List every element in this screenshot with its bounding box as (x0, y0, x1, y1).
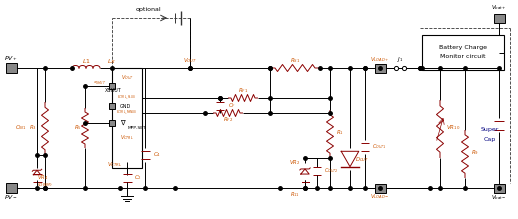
Text: $C_{IN1}$: $C_{IN1}$ (15, 124, 27, 132)
Text: $V_{bat-}$: $V_{bat-}$ (491, 194, 507, 202)
Text: Monitor circuit: Monitor circuit (440, 55, 486, 60)
Bar (109, 103, 115, 109)
Text: $C_F$: $C_F$ (228, 101, 236, 110)
Text: $V_{OUT}$: $V_{OUT}$ (183, 57, 197, 65)
Text: $VR_{10}$: $VR_{10}$ (446, 124, 461, 132)
Text: $R_1$: $R_1$ (336, 129, 344, 138)
Bar (375, 64, 385, 72)
Text: $C_4$: $C_4$ (153, 150, 161, 159)
Text: $Lx$: $Lx$ (107, 57, 117, 65)
Text: $V_{LOAD-}$: $V_{LOAD-}$ (370, 193, 390, 201)
Bar (112, 68, 142, 168)
Text: $J_1$: $J_1$ (397, 55, 404, 65)
Text: $PV_-$: $PV_-$ (4, 193, 18, 201)
Text: Super: Super (481, 127, 499, 132)
Text: $D_{OUT}$: $D_{OUT}$ (355, 155, 369, 164)
Text: $V_{OUT}$: $V_{OUT}$ (121, 74, 134, 82)
Text: $x_{SHUT}$: $x_{SHUT}$ (93, 79, 107, 87)
Bar (6, 183, 17, 193)
Text: $L1$: $L1$ (82, 57, 91, 65)
Text: GND: GND (120, 104, 131, 108)
Text: $R_5$: $R_5$ (74, 124, 82, 132)
Text: $V_{bat+}$: $V_{bat+}$ (491, 4, 507, 12)
Text: $V_{CTRL}$: $V_{CTRL}$ (120, 134, 134, 142)
Text: $C_{OUT1}$: $C_{OUT1}$ (372, 143, 386, 152)
Bar (494, 14, 505, 23)
Text: $I_{CTRL\_PLUS}$: $I_{CTRL\_PLUS}$ (118, 94, 137, 102)
Bar (494, 184, 505, 193)
Text: $R_{F1}$: $R_{F1}$ (238, 87, 248, 95)
Text: Battery Charge: Battery Charge (439, 44, 487, 49)
Text: $R_3$: $R_3$ (29, 124, 37, 132)
Text: Cap: Cap (484, 138, 496, 143)
Text: $R_9$: $R_9$ (471, 148, 479, 157)
Text: $V_{LOAD+}$: $V_{LOAD+}$ (370, 56, 390, 64)
Text: $C_{OUT2}$: $C_{OUT2}$ (324, 167, 338, 175)
Text: MPP-SET: MPP-SET (128, 126, 147, 130)
Text: $I_{CTRL\_MINUS}$: $I_{CTRL\_MINUS}$ (117, 109, 138, 117)
Text: $\nabla$: $\nabla$ (120, 119, 127, 127)
Text: $R_{F2}$: $R_{F2}$ (223, 116, 233, 124)
Text: $PV_+$: $PV_+$ (4, 55, 18, 64)
Text: $R_{11}$: $R_{11}$ (290, 191, 300, 200)
Bar (6, 63, 17, 73)
Bar (109, 120, 115, 126)
Text: $V_{CTRL}$: $V_{CTRL}$ (107, 161, 122, 170)
Text: XSHUT: XSHUT (105, 88, 122, 92)
Bar (375, 184, 385, 193)
Text: optional: optional (135, 7, 161, 12)
Bar (109, 83, 115, 89)
Text: $R_{S1}$: $R_{S1}$ (290, 57, 300, 65)
Bar (422, 35, 504, 70)
Text: $(DNM)$: $(DNM)$ (37, 182, 52, 189)
Text: $C_2$: $C_2$ (134, 173, 142, 182)
Text: $VR_2$: $VR_2$ (289, 159, 300, 168)
Text: $VR_4$: $VR_4$ (37, 173, 48, 182)
